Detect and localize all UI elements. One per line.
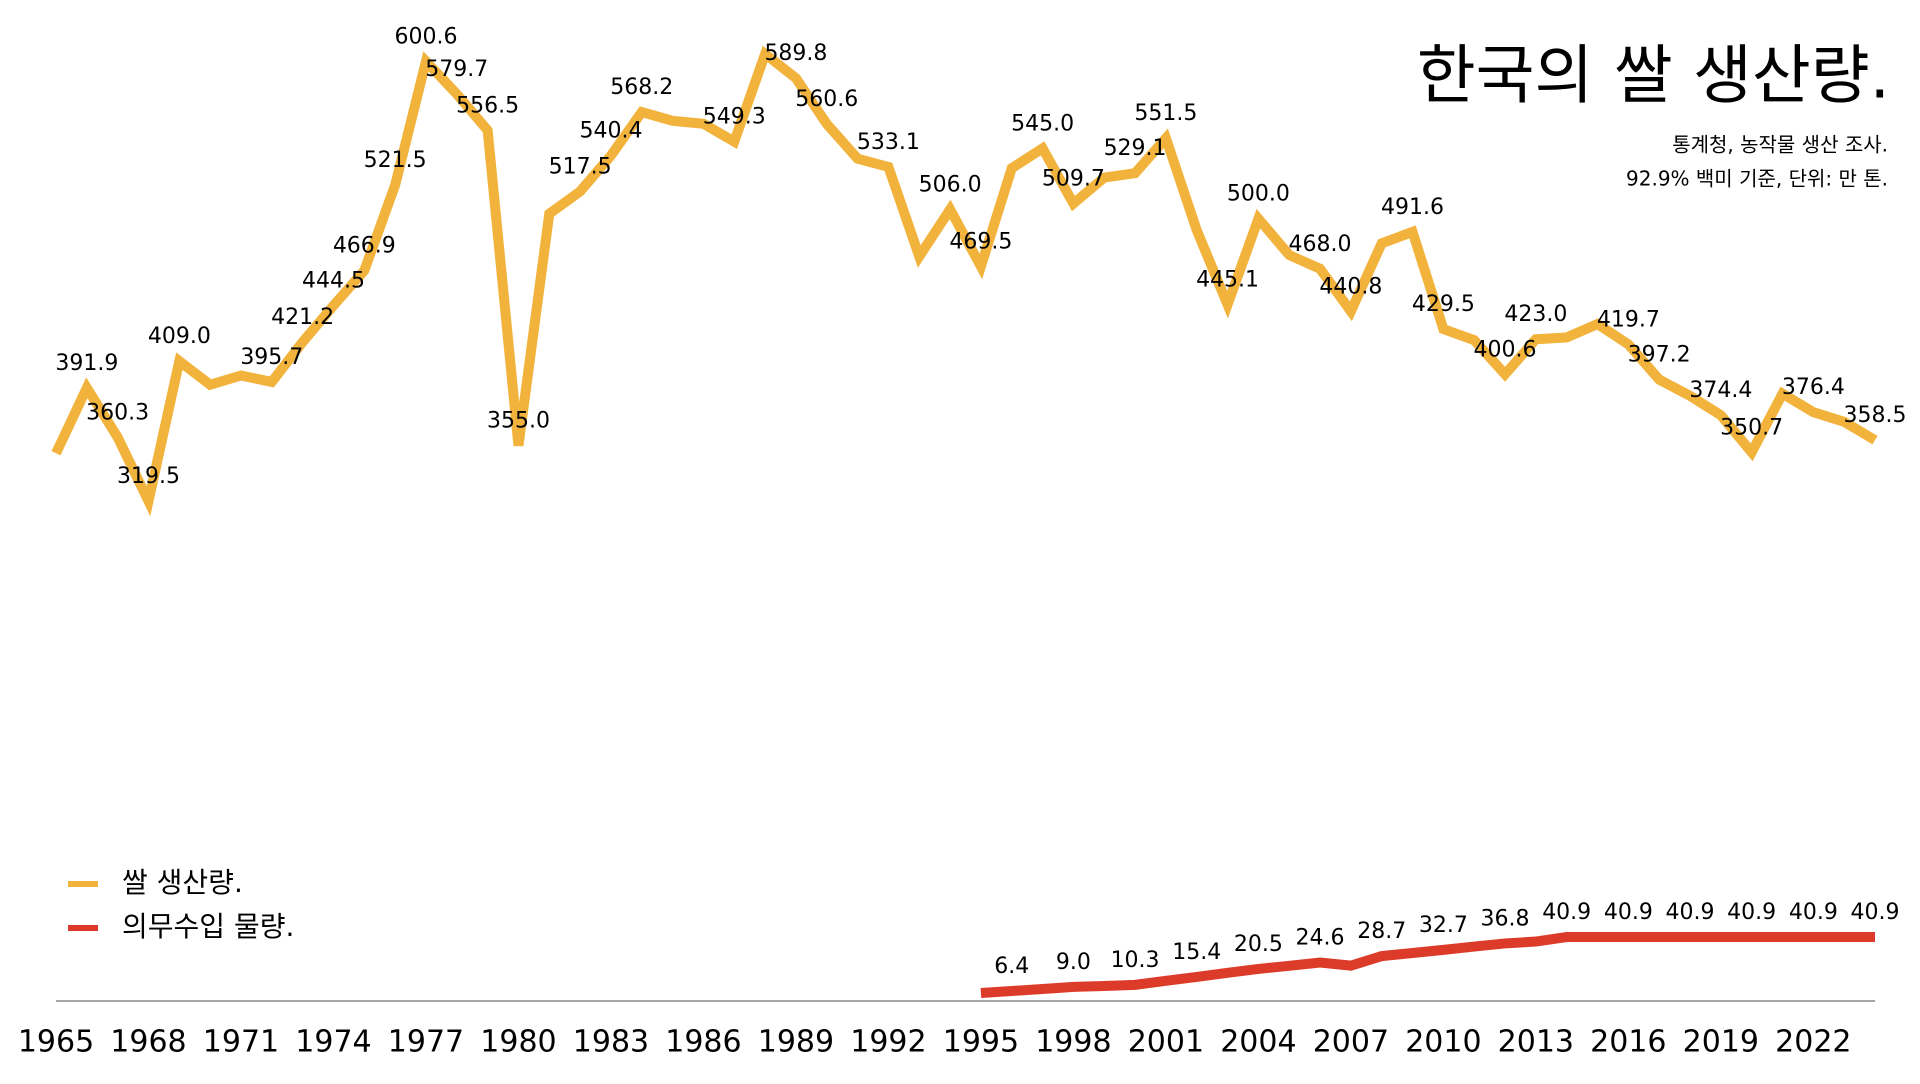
chart-subtitle: 통계청, 농작물 생산 조사. [1672,133,1888,157]
data-label: 40.9 [1604,900,1653,925]
data-label: 409.0 [148,324,211,349]
data-label: 517.5 [549,154,612,179]
data-label: 6.4 [994,954,1029,979]
x-tick-label: 1974 [295,1025,371,1060]
legend-label: 의무수입 물량. [122,910,294,943]
data-label: 589.8 [764,41,827,66]
data-label: 350.7 [1720,415,1783,440]
data-label: 15.4 [1172,940,1221,965]
x-tick-label: 2001 [1128,1025,1204,1060]
data-label: 549.3 [703,105,766,130]
data-label: 445.1 [1196,268,1259,293]
data-label: 40.9 [1789,900,1838,925]
x-tick-label: 1989 [758,1025,834,1060]
data-label: 395.7 [240,345,303,370]
x-tick-label: 1971 [203,1025,279,1060]
x-tick-label: 2019 [1683,1025,1759,1060]
data-label: 521.5 [364,148,427,173]
data-label: 440.8 [1319,274,1382,299]
data-label: 469.5 [949,229,1012,254]
data-label: 429.5 [1412,292,1475,317]
x-tick-label: 1965 [18,1025,94,1060]
data-label: 40.9 [1542,900,1591,925]
data-label: 40.9 [1851,900,1900,925]
data-label: 533.1 [857,130,920,155]
data-line [980,932,1875,999]
data-label: 500.0 [1227,182,1290,207]
data-label: 466.9 [333,234,396,259]
data-label: 421.2 [271,305,334,330]
data-label: 506.0 [919,172,982,197]
legend-label: 쌀 생산량. [122,866,243,899]
data-label: 551.5 [1134,101,1197,126]
data-label: 468.0 [1289,232,1352,257]
data-label: 600.6 [394,24,457,49]
data-label: 540.4 [579,119,642,144]
data-label: 491.6 [1381,195,1444,220]
data-label: 374.4 [1689,378,1752,403]
x-tick-label: 1968 [110,1025,186,1060]
data-label: 20.5 [1234,932,1283,957]
x-tick-label: 1998 [1035,1025,1111,1060]
data-label: 9.0 [1056,950,1091,975]
x-tick-label: 1980 [480,1025,556,1060]
x-tick-label: 1983 [573,1025,649,1060]
data-label: 560.6 [795,87,858,112]
chart-title: 한국의 쌀 생산량. [1417,40,1890,114]
data-label: 556.5 [456,93,519,118]
x-tick-label: 1986 [665,1025,741,1060]
x-tick-label: 2013 [1498,1025,1574,1060]
data-label: 10.3 [1111,948,1160,973]
data-label: 40.9 [1666,900,1715,925]
data-label: 400.6 [1474,337,1537,362]
data-label: 32.7 [1419,913,1468,938]
data-label: 568.2 [610,75,673,100]
chart-subtitle: 92.9% 백미 기준, 단위: 만 톤. [1626,167,1888,191]
data-label: 358.5 [1844,403,1907,428]
x-tick-label: 2004 [1220,1025,1296,1060]
data-label: 444.5 [302,269,365,294]
x-tick-label: 1995 [943,1025,1019,1060]
data-label: 423.0 [1504,302,1567,327]
data-label: 419.7 [1597,307,1660,332]
data-label: 36.8 [1481,906,1530,931]
data-label: 579.7 [425,57,488,82]
x-tick-label: 1992 [850,1025,926,1060]
data-label: 391.9 [55,351,118,376]
data-label: 24.6 [1296,926,1345,951]
data-label: 509.7 [1042,167,1105,192]
data-label: 397.2 [1628,343,1691,368]
data-label: 319.5 [117,464,180,489]
data-label: 529.1 [1104,136,1167,161]
data-label: 360.3 [86,400,149,425]
data-label: 28.7 [1357,919,1406,944]
x-tick-label: 2016 [1590,1025,1666,1060]
data-label: 40.9 [1727,900,1776,925]
x-tick-label: 2010 [1405,1025,1481,1060]
data-label: 355.0 [487,409,550,434]
data-label: 545.0 [1011,111,1074,136]
data-label: 376.4 [1782,375,1845,400]
x-tick-label: 1977 [388,1025,464,1060]
x-tick-label: 2022 [1775,1025,1851,1060]
x-tick-label: 2007 [1313,1025,1389,1060]
data-line [51,45,1878,517]
